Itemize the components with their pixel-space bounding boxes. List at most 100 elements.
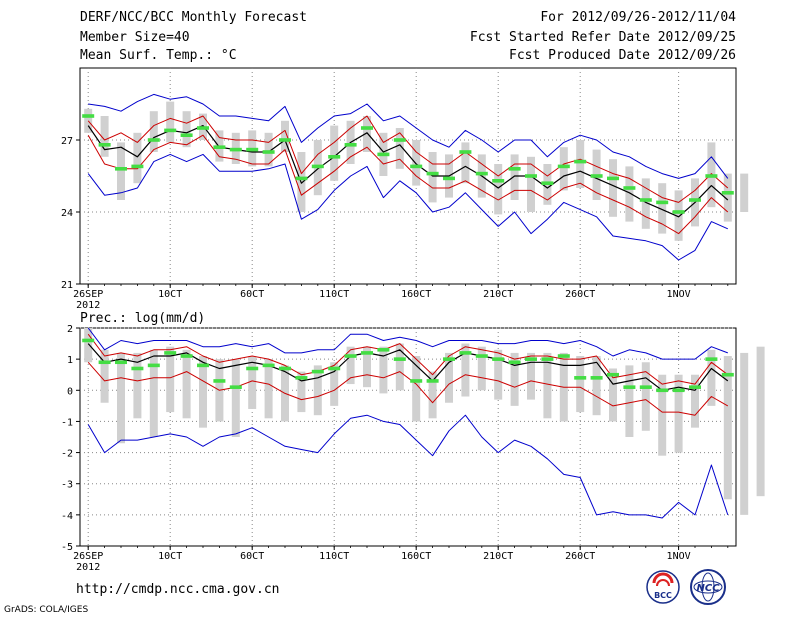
observed-marker (525, 174, 537, 178)
ensemble-mean-line (87, 343, 729, 391)
observed-marker (246, 147, 259, 152)
observed-marker (311, 164, 324, 169)
ensemble-box (641, 178, 650, 229)
x-year-label: 2012 (76, 300, 100, 311)
ensemble-box (297, 371, 306, 413)
observed-marker (475, 171, 488, 176)
ensemble-box (231, 359, 240, 437)
ensemble-box (166, 346, 175, 413)
upper-spread-line (87, 333, 729, 385)
ensemble-box (625, 166, 634, 222)
observed-marker (98, 360, 111, 365)
ensemble-box (84, 328, 93, 363)
ensemble-box (182, 349, 191, 419)
member-size: Member Size=40 (80, 30, 190, 45)
ensemble-box (527, 352, 535, 400)
x-tick-label: 160CT (401, 289, 431, 300)
ensemble-box (100, 116, 109, 157)
ensemble-box (576, 356, 585, 413)
y-tick-label: 1 (67, 355, 73, 366)
ensemble-box (543, 352, 552, 419)
ensemble-box (658, 183, 667, 234)
ensemble-box (641, 362, 650, 431)
observed-marker (131, 366, 144, 371)
ensemble-box (117, 352, 125, 444)
grads-credit: GrADS: COLA/IGES (4, 605, 89, 615)
ensemble-box (461, 142, 470, 184)
lower-spread-line (87, 361, 729, 416)
ensemble-box (494, 164, 503, 215)
observed-marker (574, 159, 587, 164)
observed-marker (623, 186, 636, 190)
ensemble-box (346, 346, 355, 385)
observed-marker (443, 357, 455, 361)
ensemble-box (723, 356, 732, 500)
ensemble-box (477, 346, 486, 391)
observed-marker (426, 379, 439, 383)
observed-marker (115, 360, 127, 365)
ensemble-box (281, 120, 289, 152)
observed-marker (180, 133, 193, 137)
observed-marker (721, 191, 734, 195)
observed-marker (147, 138, 160, 142)
ensemble-box (707, 349, 716, 406)
observed-marker (672, 388, 685, 393)
observed-marker (180, 354, 193, 358)
y-tick-label: -4 (61, 511, 73, 522)
observed-marker (164, 128, 177, 133)
observed-marker (607, 176, 619, 181)
observed-marker (361, 126, 373, 130)
observed-marker (508, 167, 521, 171)
ensemble-mean-line (87, 124, 729, 218)
x-tick-label: 10CT (158, 551, 182, 562)
observed-marker (459, 351, 472, 355)
x-tick-label: 210CT (483, 289, 513, 300)
x-tick-label: 1NOV (667, 551, 691, 562)
min-line (87, 153, 729, 261)
y-tick-label: -5 (61, 542, 73, 553)
ensemble-box (330, 362, 339, 406)
observed-marker (639, 198, 652, 202)
ensemble-box (363, 346, 371, 388)
x-year-label: 2012 (76, 562, 100, 573)
ensemble-box (527, 156, 535, 212)
observed-marker (98, 143, 111, 147)
observed-marker (344, 143, 357, 147)
ensemble-box (592, 356, 601, 416)
observed-marker (475, 354, 488, 358)
ensemble-box (609, 159, 617, 217)
observed-marker (557, 354, 570, 358)
observed-marker (426, 171, 439, 176)
observed-marker (115, 167, 127, 171)
observed-marker (164, 351, 177, 355)
y-tick-label: 21 (61, 280, 73, 291)
observed-marker (410, 379, 423, 383)
observed-marker (672, 210, 685, 214)
x-tick-label: 260CT (565, 289, 595, 300)
ensemble-box (264, 132, 273, 167)
observed-marker (279, 366, 291, 371)
ensemble-box (428, 371, 437, 419)
observed-marker (213, 379, 226, 383)
plot-frame (79, 67, 737, 285)
ensemble-box (723, 173, 732, 222)
ensemble-box (691, 374, 699, 428)
ensemble-box (445, 352, 453, 403)
ensemble-box (412, 140, 421, 186)
observed-marker (377, 348, 390, 352)
ensemble-box (248, 356, 257, 409)
observed-marker (590, 376, 603, 380)
observed-marker (656, 388, 669, 393)
observed-marker (574, 376, 587, 380)
observed-marker (311, 369, 324, 374)
forecast-period: For 2012/09/26-2012/11/04 (540, 10, 736, 25)
plot-frame (79, 327, 737, 547)
observed-marker (328, 366, 341, 371)
ensemble-box (576, 140, 585, 188)
ensemble-box (625, 365, 634, 437)
y-tick-label: 2 (67, 324, 73, 335)
observed-marker (131, 164, 144, 169)
ensemble-box (264, 359, 273, 419)
